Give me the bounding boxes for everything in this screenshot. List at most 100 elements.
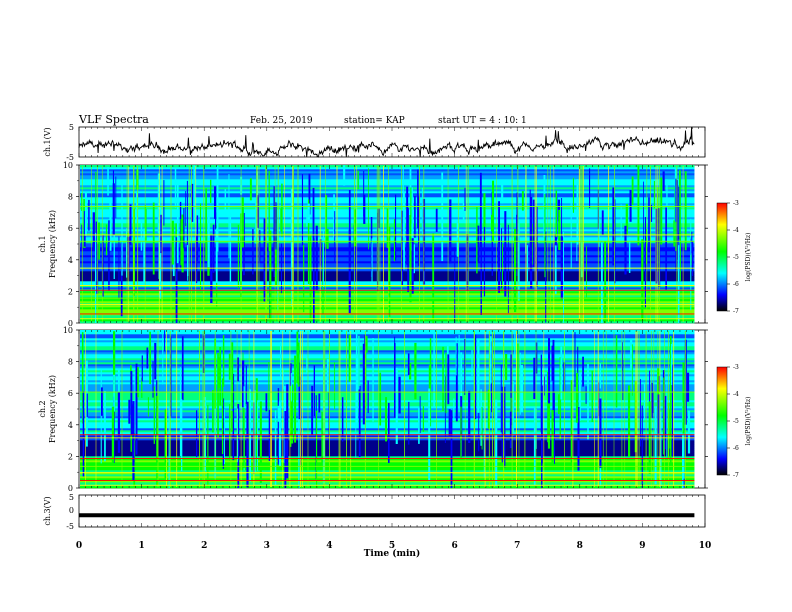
spectrogram-sferic: [543, 331, 545, 487]
ch3-waveform-panel: 5 0 -5 ch.3(V): [43, 493, 706, 531]
spectrogram-streak: [377, 212, 379, 292]
spectrogram-band: [80, 201, 695, 204]
spectrogram-streak: [257, 400, 258, 471]
spectrogram-streak: [279, 391, 281, 453]
spectrogram-streak: [363, 171, 365, 217]
spectrogram-band: [80, 279, 695, 282]
spectrogram-streak: [95, 172, 97, 256]
spectrogram-streak: [673, 220, 675, 247]
spectrogram-streak: [579, 373, 581, 421]
spectrogram-sferic: [240, 331, 242, 487]
spectrogram-sferic: [638, 331, 640, 487]
spectrogram-streak: [210, 234, 213, 303]
spectrogram-sferic: [684, 331, 686, 487]
spectrogram-band: [80, 450, 695, 453]
spectrogram-ytick-label: 0: [68, 484, 73, 493]
spectrogram-sferic: [325, 166, 326, 322]
spectrogram-band: [80, 468, 695, 471]
spectrogram-streak: [666, 179, 668, 222]
spectrogram-streak: [81, 193, 83, 211]
spectrogram-streak: [670, 378, 671, 418]
spectrogram-streak: [129, 204, 132, 246]
spectrogram-streak: [343, 165, 346, 186]
x-tick-label: 9: [639, 541, 645, 551]
spectrogram-streak: [577, 407, 580, 471]
spectrogram-band: [80, 466, 695, 469]
spectrogram-tone-line: [80, 267, 695, 269]
spectrogram-sferic: [202, 331, 204, 487]
spectrogram-streak: [628, 385, 631, 457]
spectrogram-streak: [311, 385, 314, 435]
spectrogram-sferic: [339, 331, 341, 487]
spectrogram-streak: [112, 183, 115, 235]
spectrogram-band: [80, 408, 695, 411]
spectrogram-streak: [498, 201, 500, 293]
spectrogram-streak: [410, 187, 412, 224]
ch2-colorbar: [716, 366, 728, 476]
spectrogram-band: [80, 398, 695, 401]
spectrogram-tone-line: [80, 240, 695, 242]
spectrogram-band: [80, 301, 695, 304]
spectrogram-streak: [516, 214, 518, 276]
spectrogram-streak: [386, 208, 389, 248]
spectrogram-streak: [409, 215, 412, 303]
ch1-colorbar-ticks: -3 -4 -5 -6 -7: [727, 200, 739, 315]
spectrogram-sferic: [301, 331, 303, 487]
spectrogram-streak: [224, 189, 227, 211]
spectrogram-sferic: [248, 331, 250, 487]
spectrogram-streak: [348, 190, 351, 279]
spectrogram-band: [80, 422, 695, 425]
spectrogram-streak: [277, 405, 280, 422]
spectrogram-tone-line: [80, 285, 695, 286]
spectrogram-sferic: [81, 166, 83, 322]
spectrogram-streak: [432, 233, 435, 323]
spectrogram-sferic: [653, 331, 655, 487]
spectrogram-streak: [658, 375, 661, 393]
spectrogram-streak: [662, 370, 665, 454]
spectrogram-band: [80, 356, 695, 359]
spectrogram-streak: [541, 385, 543, 464]
x-tick-label: 6: [451, 541, 457, 551]
spectrogram-ytick-label: 10: [63, 161, 73, 170]
spectrogram-sferic: [635, 331, 637, 487]
spectrogram-streak: [210, 179, 212, 203]
spectrogram-streak: [249, 389, 252, 482]
spectrogram-streak: [505, 354, 508, 381]
spectrogram-streak: [477, 225, 480, 263]
spectrogram-band: [80, 305, 695, 308]
spectrogram-band: [80, 319, 695, 322]
ch2-colorbar-ticks: -3 -4 -5 -6 -7: [727, 364, 739, 479]
ch1-ytick-bottom: -5: [66, 153, 74, 162]
spectrogram-streak: [453, 398, 455, 422]
spectrogram-sferic: [126, 166, 128, 322]
spectrogram-streak: [629, 190, 632, 222]
spectrogram-streak: [648, 197, 650, 253]
spectrogram-streak: [643, 181, 644, 271]
spectrogram-sferic: [270, 331, 272, 487]
spectrogram-streak: [185, 191, 187, 227]
spectrogram-sferic: [655, 166, 657, 322]
spectrogram-band: [80, 334, 695, 337]
spectrogram-streak: [141, 355, 143, 382]
spectrogram-band: [80, 378, 695, 381]
spectrogram-band: [80, 384, 695, 387]
spectrogram-band: [80, 418, 695, 421]
spectrogram-streak: [255, 378, 258, 471]
colorbar-tick-label: -4: [733, 227, 739, 234]
spectrogram-streak: [109, 202, 112, 251]
spectrogram-streak: [281, 183, 283, 237]
spectrogram-streak: [687, 410, 691, 454]
spectrogram-band: [80, 428, 695, 431]
spectrogram-streak: [395, 194, 397, 261]
spectrogram-band: [80, 386, 695, 389]
spectrogram-band: [80, 271, 695, 274]
spectrogram-streak: [532, 199, 535, 268]
spectrogram-streak: [547, 387, 551, 449]
spectrogram-streak: [561, 198, 563, 265]
spectrogram-sferic: [176, 331, 178, 487]
spectrogram-sferic: [157, 331, 159, 487]
spectrogram-streak: [306, 209, 308, 227]
spectrogram-band: [80, 430, 695, 433]
spectrogram-band: [80, 203, 695, 206]
spectrogram-streak: [181, 336, 184, 401]
